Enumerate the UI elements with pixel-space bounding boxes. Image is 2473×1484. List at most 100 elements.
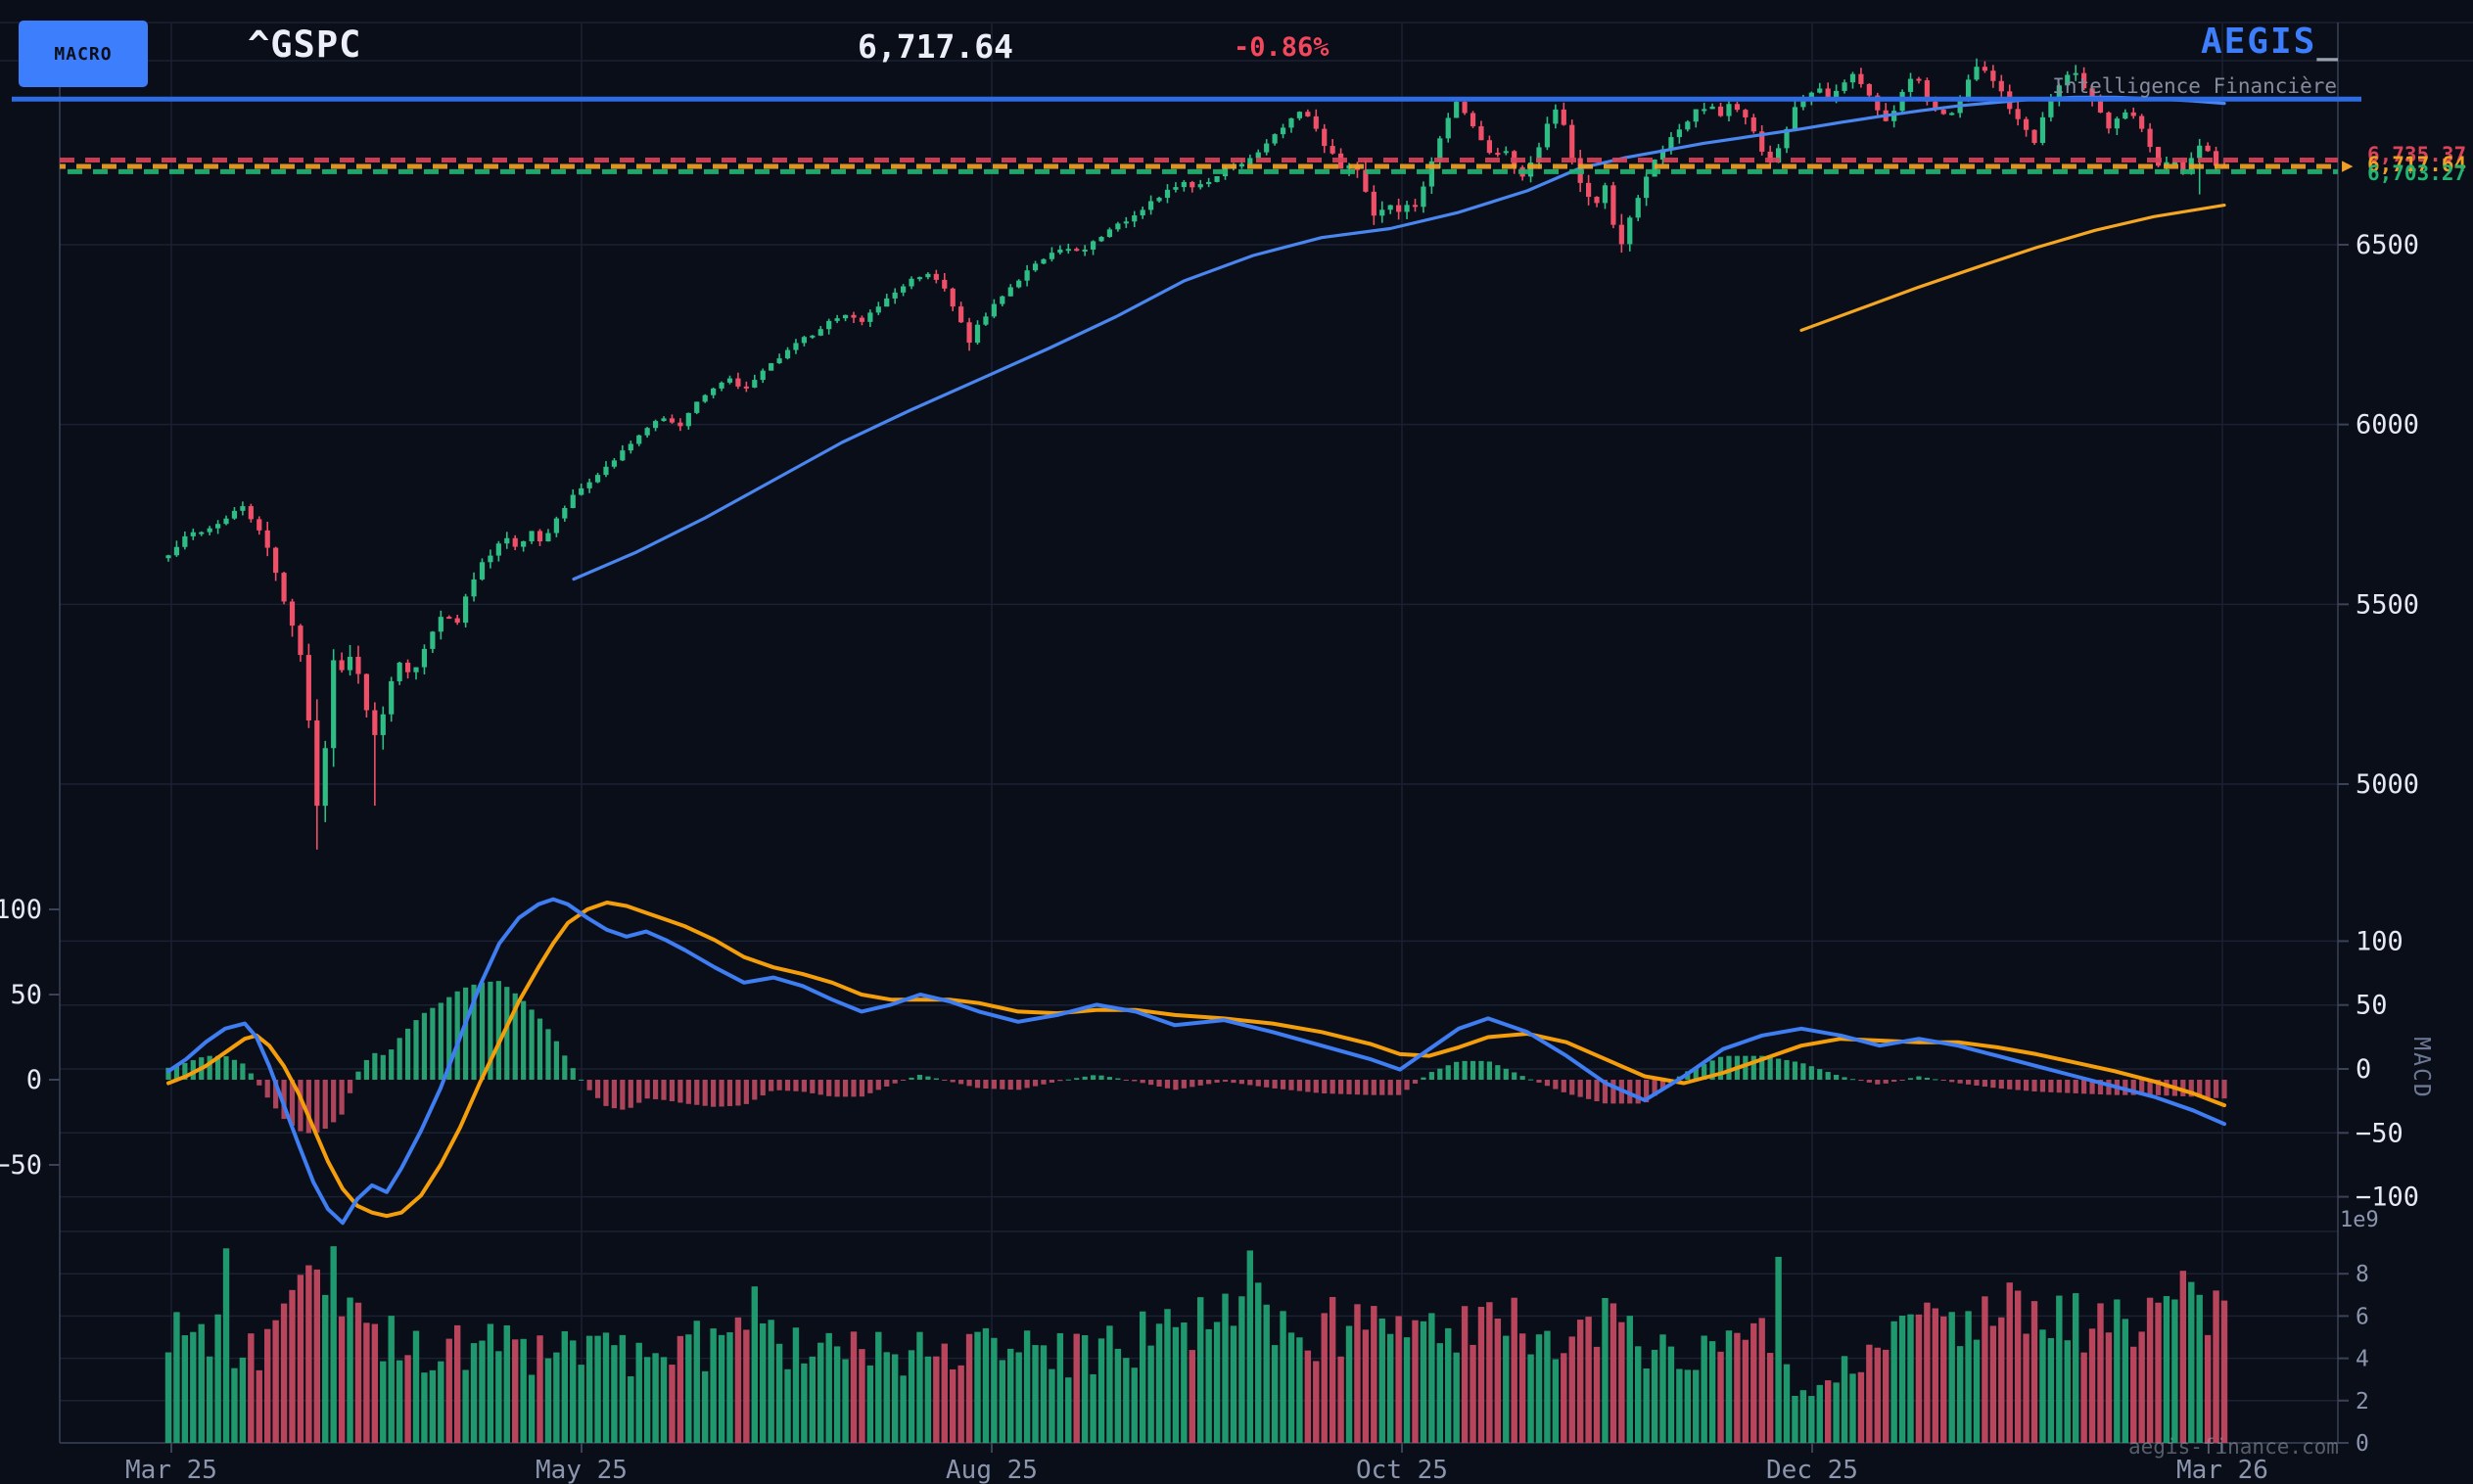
- candle: [743, 386, 749, 389]
- candle: [471, 579, 477, 597]
- macd-histogram-bar: [207, 1055, 212, 1080]
- candle: [991, 303, 997, 317]
- macd-histogram-bar: [1371, 1080, 1376, 1095]
- candle: [479, 562, 486, 580]
- volume-bar: [1503, 1335, 1510, 1443]
- macd-histogram-bar: [1288, 1080, 1294, 1090]
- candle: [1197, 184, 1203, 188]
- volume-bar: [338, 1316, 346, 1443]
- macd-left-tick-label: 100: [0, 895, 42, 925]
- candle: [1404, 205, 1410, 212]
- candle: [1082, 249, 1088, 252]
- volume-bar: [1849, 1373, 1856, 1443]
- candle: [1792, 107, 1798, 129]
- candle: [199, 532, 205, 534]
- macd-histogram-bar: [2180, 1080, 2186, 1096]
- macd-histogram-bar: [901, 1080, 907, 1081]
- macd-histogram-bar: [1428, 1072, 1434, 1080]
- macd-histogram-bar: [1462, 1060, 1468, 1080]
- volume-bar: [1915, 1314, 1923, 1443]
- macd-right-tick-label: 100: [2356, 926, 2403, 956]
- volume-bar: [1940, 1316, 1947, 1443]
- macd-histogram-bar: [743, 1080, 749, 1104]
- candle: [389, 680, 395, 715]
- candle: [553, 518, 559, 533]
- x-tick-label: May 25: [536, 1456, 628, 1484]
- candle: [1924, 80, 1930, 102]
- volume-bar: [693, 1321, 700, 1443]
- candle: [1272, 134, 1278, 144]
- macd-histogram-bar: [1322, 1080, 1328, 1094]
- volume-bar: [2047, 1337, 2055, 1443]
- volume-bar: [1386, 1333, 1394, 1443]
- volume-bar: [1948, 1312, 1955, 1443]
- macd-histogram-bar: [1602, 1080, 1609, 1104]
- macd-histogram-bar: [1470, 1060, 1476, 1080]
- macd-histogram-bar: [1032, 1080, 1039, 1087]
- candle: [702, 394, 708, 402]
- candle: [1007, 287, 1013, 297]
- candle: [1717, 106, 1724, 116]
- candle: [257, 519, 262, 531]
- macd-histogram-bar: [1940, 1080, 1946, 1081]
- volume-bar: [2056, 1295, 2063, 1443]
- price-tick-label: 5000: [2356, 769, 2419, 800]
- macd-histogram-bar: [1140, 1080, 1145, 1084]
- candle: [2164, 162, 2170, 166]
- macd-histogram-bar: [545, 1029, 551, 1080]
- macd-histogram-bar: [1206, 1080, 1212, 1085]
- candle: [529, 531, 535, 541]
- volume-bar: [396, 1360, 403, 1443]
- volume-bar: [768, 1320, 774, 1443]
- candle: [1024, 270, 1030, 281]
- candle: [942, 279, 948, 289]
- volume-bar: [264, 1328, 271, 1443]
- macd-histogram-bar: [2039, 1080, 2046, 1092]
- macd-histogram-bar: [1990, 1080, 1996, 1089]
- volume-bar: [1263, 1304, 1270, 1443]
- ticker-symbol: ^GSPC: [248, 23, 362, 66]
- volume-bar: [1147, 1345, 1154, 1443]
- macd-histogram-bar: [165, 1067, 171, 1080]
- volume-bar: [825, 1332, 832, 1443]
- volume-bar: [1040, 1345, 1048, 1443]
- macd-left-tick-label: −50: [0, 1150, 42, 1181]
- candle: [669, 418, 676, 423]
- brand-tagline: Intelligence Financière: [2052, 74, 2337, 98]
- price-tick-label: 5500: [2356, 589, 2419, 620]
- watermark: aegis-finance.com: [2128, 1435, 2339, 1459]
- candle: [801, 337, 807, 344]
- macro-mode-button[interactable]: MACRO: [19, 21, 148, 87]
- macd-histogram-bar: [1132, 1080, 1138, 1082]
- candle: [694, 401, 700, 413]
- volume-bar: [652, 1353, 659, 1443]
- volume-bar: [801, 1363, 808, 1443]
- candle: [636, 435, 642, 444]
- volume-bar: [1255, 1282, 1262, 1443]
- macd-histogram-bar: [983, 1080, 989, 1090]
- candle: [2081, 72, 2087, 89]
- macd-histogram-bar: [1197, 1080, 1203, 1086]
- volume-bar: [1164, 1309, 1171, 1443]
- volume-bar: [1181, 1322, 1188, 1443]
- macd-histogram-bar: [1907, 1078, 1914, 1080]
- volume-bar: [982, 1327, 990, 1443]
- candle: [1412, 205, 1419, 208]
- macd-histogram-bar: [1264, 1080, 1270, 1088]
- candle: [1702, 109, 1707, 112]
- candle: [495, 543, 501, 556]
- volume-bar: [1708, 1341, 1716, 1443]
- macd-histogram-bar: [1296, 1080, 1303, 1091]
- macd-histogram-bar: [331, 1080, 337, 1123]
- candle: [2139, 116, 2145, 129]
- volume-bar: [2114, 1299, 2121, 1443]
- volume-bar: [2088, 1328, 2096, 1443]
- volume-bar: [1189, 1350, 1195, 1443]
- volume-bar: [611, 1345, 618, 1443]
- macd-histogram-bar: [942, 1080, 948, 1081]
- volume-bar: [1866, 1344, 1873, 1443]
- macd-histogram-bar: [1098, 1075, 1104, 1080]
- candle: [264, 530, 270, 548]
- macd-histogram-bar: [231, 1059, 238, 1080]
- candle: [1990, 70, 1996, 81]
